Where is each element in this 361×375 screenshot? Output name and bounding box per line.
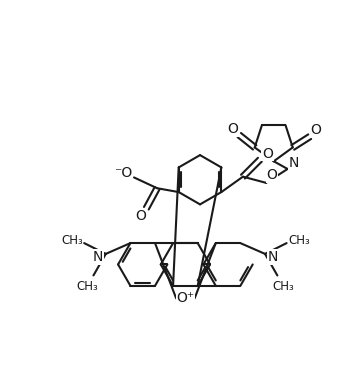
Text: N: N	[288, 156, 299, 170]
Text: CH₃: CH₃	[61, 234, 83, 246]
Text: N: N	[93, 250, 103, 264]
Text: O: O	[228, 122, 239, 136]
Text: CH₃: CH₃	[77, 280, 98, 293]
Text: CH₃: CH₃	[288, 234, 310, 246]
Text: O: O	[262, 147, 273, 160]
Text: O: O	[135, 209, 145, 223]
Text: ⁻O: ⁻O	[114, 166, 132, 180]
Text: CH₃: CH₃	[273, 280, 294, 293]
Text: N: N	[268, 250, 278, 264]
Text: O⁺: O⁺	[176, 291, 195, 305]
Text: O: O	[310, 123, 321, 138]
Text: O: O	[267, 168, 278, 182]
